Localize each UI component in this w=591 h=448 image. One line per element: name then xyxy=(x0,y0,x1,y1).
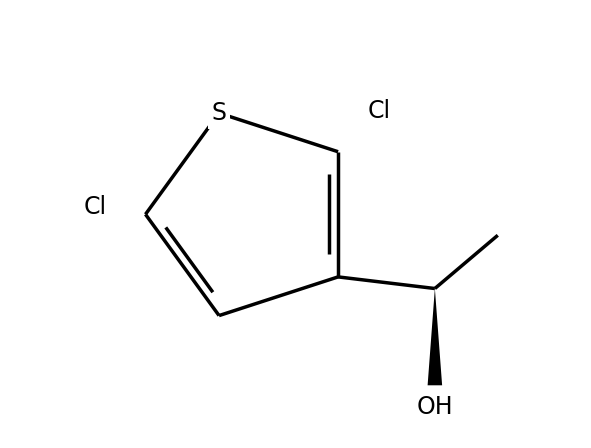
Text: OH: OH xyxy=(417,395,453,418)
Text: S: S xyxy=(212,101,226,125)
Text: Cl: Cl xyxy=(83,194,107,219)
Text: Cl: Cl xyxy=(367,99,390,123)
Polygon shape xyxy=(428,289,442,385)
